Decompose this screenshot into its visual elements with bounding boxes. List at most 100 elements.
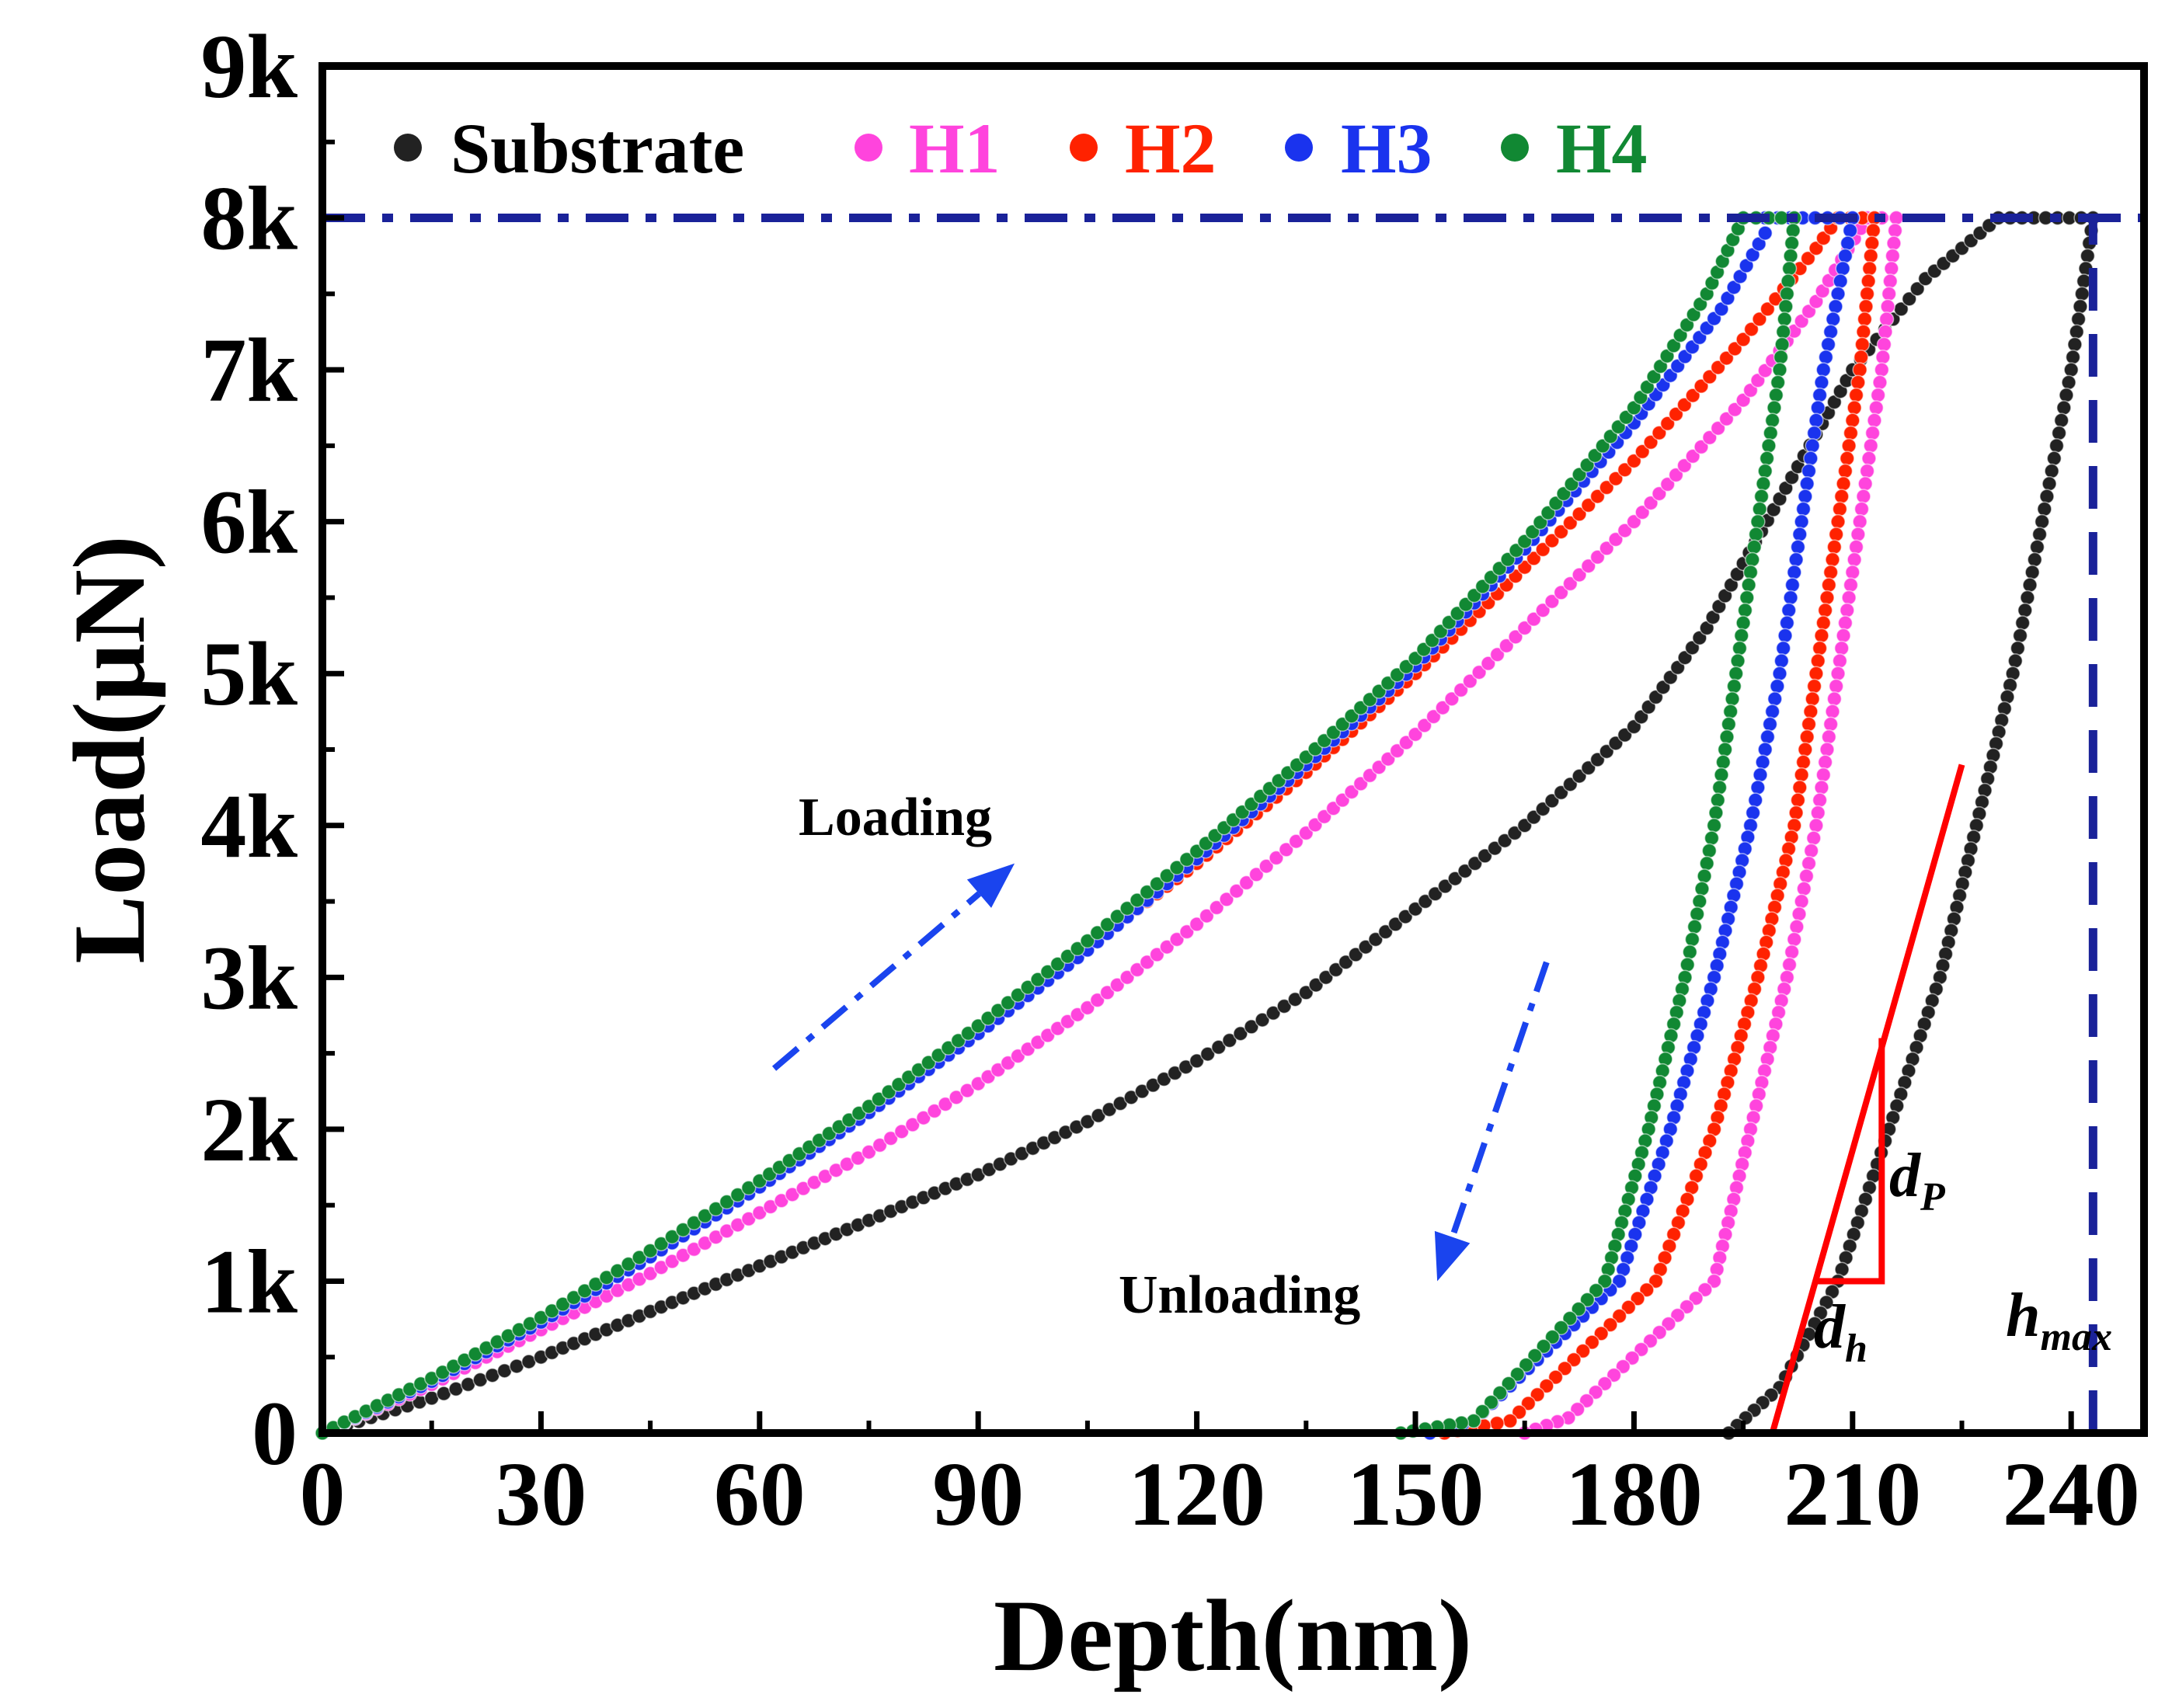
data-point-h2-unloading xyxy=(1547,1369,1564,1385)
data-point-h2-loading xyxy=(1743,322,1760,337)
data-point-h2-unloading xyxy=(1502,1413,1518,1429)
data-point-h4-unloading xyxy=(1745,551,1760,568)
data-point-h1-loading xyxy=(1453,682,1469,698)
data-point-h4-unloading xyxy=(1579,1292,1596,1308)
data-point-substrate-unloading xyxy=(2056,400,2072,416)
data-point-substrate-loading xyxy=(1507,825,1523,841)
data-point-substrate-loading xyxy=(1199,1046,1216,1062)
data-point-h1-loading xyxy=(1599,541,1614,556)
data-point-h2-unloading xyxy=(1828,527,1844,542)
data-point-h4-unloading xyxy=(1492,1385,1508,1401)
series-h4 xyxy=(315,210,1802,1441)
data-point-h4-loading xyxy=(970,1018,986,1034)
data-point-h1-unloading xyxy=(1867,412,1882,429)
data-point-h3-unloading xyxy=(1814,374,1829,391)
data-point-substrate-loading xyxy=(1477,848,1493,864)
data-point-h4-unloading xyxy=(1682,944,1698,960)
data-point-h3-unloading xyxy=(1787,565,1802,580)
data-point-substrate-unloading xyxy=(2042,476,2057,492)
series-line-substrate-unloading xyxy=(1727,217,2096,1435)
data-point-h1-loading xyxy=(1444,691,1460,707)
legend-marker-h4 xyxy=(1501,134,1529,162)
data-point-h4-loading xyxy=(729,1187,746,1203)
data-point-h2-unloading xyxy=(1826,539,1843,555)
data-point-substrate-loading xyxy=(1902,291,1917,307)
data-point-h4-unloading xyxy=(1722,704,1739,719)
data-point-h2-unloading xyxy=(1620,1299,1637,1315)
data-point-h1-unloading xyxy=(1861,450,1877,466)
data-point-h3-unloading xyxy=(1830,286,1846,302)
data-point-h4-unloading xyxy=(1725,691,1740,707)
data-point-h3-unloading xyxy=(1818,350,1834,365)
data-point-h1-loading xyxy=(1608,531,1624,548)
data-point-h2-unloading xyxy=(1584,1334,1600,1350)
data-point-h1-unloading xyxy=(1881,286,1897,302)
data-point-substrate-unloading xyxy=(2061,374,2076,391)
data-point-h1-unloading xyxy=(1803,843,1819,859)
data-point-h1-loading xyxy=(1258,858,1274,874)
data-point-substrate-unloading xyxy=(2039,489,2055,504)
data-point-h2-unloading xyxy=(1810,653,1826,669)
data-point-h1-unloading xyxy=(1819,742,1835,757)
data-point-h4-unloading xyxy=(1742,565,1759,580)
data-point-h2-unloading xyxy=(1861,260,1878,277)
data-point-h4-unloading xyxy=(1474,1404,1491,1420)
data-point-h4-unloading xyxy=(1680,957,1695,972)
data-point-h1-loading xyxy=(938,1096,953,1112)
data-point-substrate-unloading xyxy=(2037,501,2052,517)
data-point-h3-unloading xyxy=(1799,476,1815,492)
data-point-h2-unloading xyxy=(1799,729,1815,745)
data-point-h1-loading xyxy=(861,1144,877,1160)
data-point-h4-unloading xyxy=(1730,653,1746,669)
data-point-h1-loading xyxy=(959,1083,975,1098)
data-point-h2-unloading xyxy=(1557,1361,1573,1376)
y-tick-label: 5k xyxy=(200,623,298,725)
dp-subscript: P xyxy=(1920,1175,1946,1219)
loading-arrow-shaft xyxy=(771,891,982,1071)
data-point-h3-unloading xyxy=(1772,666,1787,681)
data-point-h4-loading xyxy=(599,1270,614,1285)
data-point-h4-loading xyxy=(1159,868,1175,884)
data-point-h1-loading xyxy=(1139,955,1155,970)
data-point-h1-unloading xyxy=(1857,476,1873,492)
data-point-h4-unloading xyxy=(1734,628,1749,644)
data-point-h2-unloading xyxy=(1805,691,1820,707)
data-point-h1-unloading xyxy=(1874,362,1890,377)
data-point-h1-unloading xyxy=(1841,590,1857,606)
data-point-h1-loading xyxy=(1535,602,1551,618)
data-point-h4-loading xyxy=(980,1011,996,1026)
data-point-h3-unloading xyxy=(1808,412,1824,429)
data-point-h4-unloading xyxy=(1571,1301,1586,1317)
data-point-h2-unloading xyxy=(1808,666,1824,681)
data-point-h1-loading xyxy=(1425,708,1442,725)
data-point-h4-loading xyxy=(1039,964,1056,979)
y-tick-label: 1k xyxy=(200,1230,298,1332)
data-point-h4-unloading xyxy=(1711,780,1728,795)
data-point-h4-unloading xyxy=(1780,273,1796,289)
legend-label-h2: H2 xyxy=(1125,109,1217,188)
data-point-substrate-unloading xyxy=(2073,298,2088,315)
data-point-substrate-loading xyxy=(1387,917,1404,932)
data-point-h2-unloading xyxy=(1861,273,1876,289)
y-tick-label: 7k xyxy=(200,319,298,421)
data-point-h2-unloading xyxy=(1814,628,1829,644)
data-point-h1-unloading xyxy=(1876,336,1892,353)
ticks-layer: 0 30 60 90 120 150 180 210 240 0 1k 2k 3k 4k 5k 6k 7k 8k 9… xyxy=(200,16,2139,1545)
data-point-h4-unloading xyxy=(1719,729,1735,745)
data-point-h4-unloading xyxy=(1732,640,1748,656)
data-point-h1-loading xyxy=(1526,611,1542,627)
legend-label-h3: H3 xyxy=(1341,109,1432,188)
data-point-h2-unloading xyxy=(1847,400,1862,416)
data-point-h3-unloading xyxy=(1750,780,1766,795)
data-point-h1-unloading xyxy=(1837,615,1854,631)
data-point-h3-unloading xyxy=(1747,792,1763,808)
data-point-h1-unloading xyxy=(1887,223,1903,238)
data-point-h1-loading xyxy=(1626,513,1642,530)
data-point-substrate-loading xyxy=(1408,901,1423,917)
data-point-h1-loading xyxy=(1471,664,1487,680)
data-point-substrate-unloading xyxy=(2024,565,2040,580)
data-point-h1-unloading xyxy=(1815,767,1832,783)
data-point-h4-loading xyxy=(1099,917,1116,933)
data-point-h2-unloading xyxy=(1830,513,1846,530)
data-point-h2-unloading xyxy=(1850,374,1866,391)
